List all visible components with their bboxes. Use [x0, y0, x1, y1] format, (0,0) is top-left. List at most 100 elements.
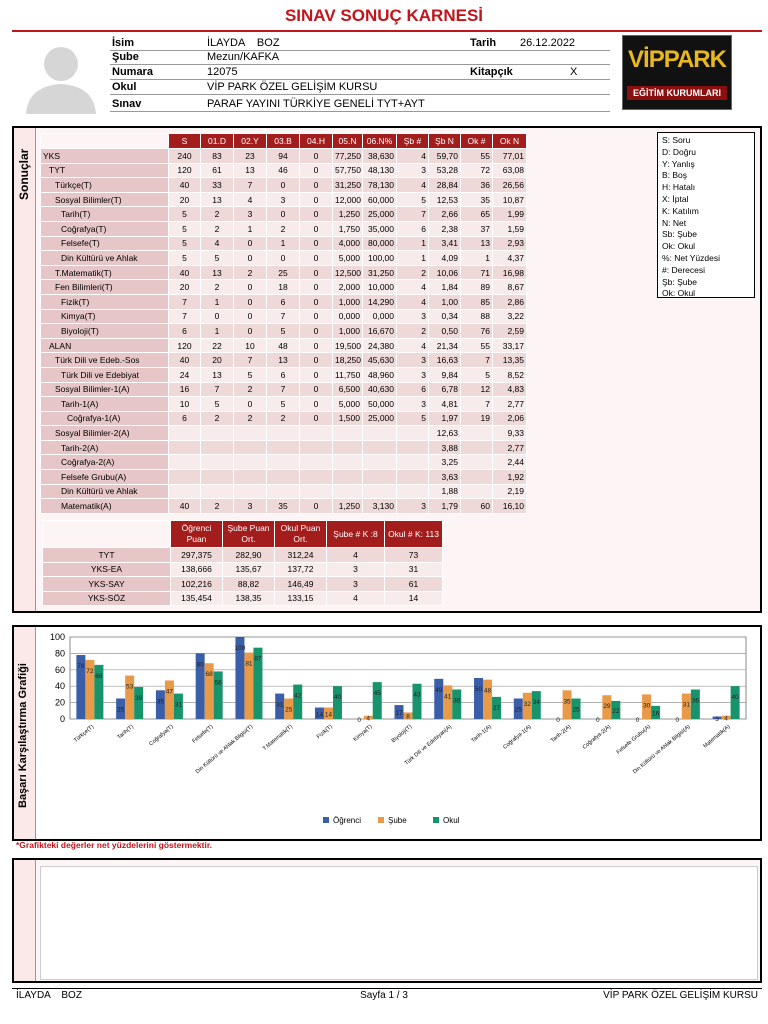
- result-cell: 4: [396, 177, 429, 193]
- x-tick-label: T.Matematik(T): [262, 724, 294, 752]
- bar: [363, 715, 373, 719]
- result-cell: 31,250: [332, 177, 363, 193]
- score-row: TYT 297,375 282,90 312,24 4 73: [42, 547, 443, 563]
- result-cell: [332, 439, 363, 456]
- y-tick-label: 60: [55, 665, 65, 675]
- result-cell: 0,000: [362, 308, 397, 325]
- result-cell: [200, 469, 234, 485]
- bar-value-label: 68: [206, 671, 214, 678]
- result-cell: 61: [200, 162, 234, 179]
- column-header: Şb N: [428, 133, 461, 149]
- row-name: T.Matematik(T): [40, 264, 169, 281]
- bar: [293, 684, 303, 719]
- result-cell: 0: [233, 279, 267, 295]
- bar: [314, 707, 324, 719]
- chart: 020406080100787266Türkçe(T)255339Tarih(T…: [50, 632, 747, 825]
- result-cell: [233, 425, 267, 441]
- result-cell: 57,750: [332, 162, 363, 179]
- result-cell: 89: [460, 279, 493, 295]
- result-cell: 19,500: [332, 337, 363, 354]
- result-cell: 4,37: [492, 250, 527, 266]
- result-cell: 2,44: [492, 454, 527, 471]
- score-cell: 312,24: [274, 547, 327, 563]
- chart-strip: [14, 627, 36, 839]
- bar-value-label: 39: [135, 695, 143, 702]
- result-cell: 35,000: [362, 220, 397, 237]
- result-cell: 40: [168, 498, 201, 514]
- result-cell: 12: [460, 381, 493, 398]
- field-rule: [110, 50, 610, 51]
- result-cell: 9,33: [492, 425, 527, 441]
- result-cell: 16,670: [362, 323, 397, 339]
- row-name: Fen Bilimleri(T): [40, 279, 169, 295]
- result-cell: 2: [200, 220, 234, 237]
- avatar: [26, 47, 96, 114]
- column-header: Şube Puan Ort.: [222, 520, 275, 548]
- title: SINAV SONUÇ KARNESİ: [284, 6, 484, 25]
- legend-label: Öğrenci: [333, 816, 361, 825]
- score-cell: 282,90: [222, 547, 275, 563]
- x-tick-label: Tarih-2(A): [550, 724, 572, 744]
- result-cell: [299, 454, 333, 471]
- bar-value-label: 35: [563, 698, 571, 705]
- row-name: ALAN: [40, 337, 169, 354]
- result-cell: 0,34: [428, 308, 461, 325]
- bar-value-label: 25: [285, 707, 293, 714]
- bar-value-label: 35: [157, 698, 165, 705]
- result-cell: 6: [266, 366, 300, 383]
- bar-value-label: 0: [357, 717, 361, 724]
- result-cell: 2,19: [492, 483, 527, 500]
- result-cell: [200, 483, 234, 500]
- legend-item: N: Net: [662, 217, 687, 228]
- result-row: Coğrafya(T) 5 2 1 2 0 1,750 35,000 6 2,38 37 1,59: [40, 220, 527, 237]
- result-cell: 0: [299, 235, 333, 252]
- result-cell: 5: [168, 250, 201, 266]
- result-cell: 5: [460, 366, 493, 383]
- result-row: Coğrafya-1(A) 6 2 2 2 0 1,500 25,000 5 1,97 19 2,06: [40, 410, 527, 427]
- result-cell: [233, 469, 267, 485]
- x-tick-label: Tarih(T): [117, 724, 135, 741]
- result-cell: 65: [460, 206, 493, 222]
- result-row: ALAN 120 22 10 48 0 19,500 24,380 4 21,34 55 33,17: [40, 337, 527, 354]
- result-cell: 45,630: [362, 352, 397, 368]
- result-cell: 6: [266, 293, 300, 310]
- result-cell: 24,380: [362, 337, 397, 354]
- result-cell: 0: [299, 352, 333, 368]
- result-cell: 13: [200, 191, 234, 208]
- result-cell: 1,88: [428, 483, 461, 500]
- score-cell: 146,49: [274, 576, 327, 592]
- bar: [690, 689, 700, 719]
- result-cell: 2,59: [492, 323, 527, 339]
- bar: [651, 705, 661, 719]
- result-cell: 0: [299, 337, 333, 354]
- column-header: Ok #: [460, 133, 493, 149]
- bar: [611, 700, 621, 719]
- results-table: S 01.D 02.Y 03.B 04.H 05.N 06.N% Şb # Şb N Ok # Ok…: [40, 133, 527, 514]
- result-cell: 76: [460, 323, 493, 339]
- bar-value-label: 0: [636, 717, 640, 724]
- row-name: Coğrafya-2(A): [40, 454, 169, 471]
- field-label: İsim: [112, 37, 135, 49]
- result-cell: 12,63: [428, 425, 461, 441]
- result-cell: 0: [233, 293, 267, 310]
- abbreviation-legend: S: Soru D: Doğru Y: Yanlış B: Boş H: Hatalı X…: [657, 132, 755, 298]
- result-cell: 5: [266, 323, 300, 339]
- row-name: TYT: [42, 547, 171, 563]
- bar: [642, 694, 652, 719]
- bar: [253, 647, 263, 719]
- result-cell: 2: [200, 410, 234, 427]
- result-cell: 5: [168, 220, 201, 237]
- result-cell: 2,000: [332, 279, 363, 295]
- result-cell: 20: [168, 191, 201, 208]
- result-cell: 1,000: [332, 323, 363, 339]
- result-cell: 4,81: [428, 396, 461, 412]
- score-cell: 73: [384, 547, 443, 563]
- result-cell: [332, 425, 363, 441]
- result-cell: 7: [396, 206, 429, 222]
- result-cell: 0: [299, 323, 333, 339]
- column-header: S: [168, 133, 201, 149]
- result-cell: 5: [396, 191, 429, 208]
- result-cell: 5: [200, 250, 234, 266]
- row-name: Tarih-1(A): [40, 396, 169, 412]
- result-cell: 0,50: [428, 323, 461, 339]
